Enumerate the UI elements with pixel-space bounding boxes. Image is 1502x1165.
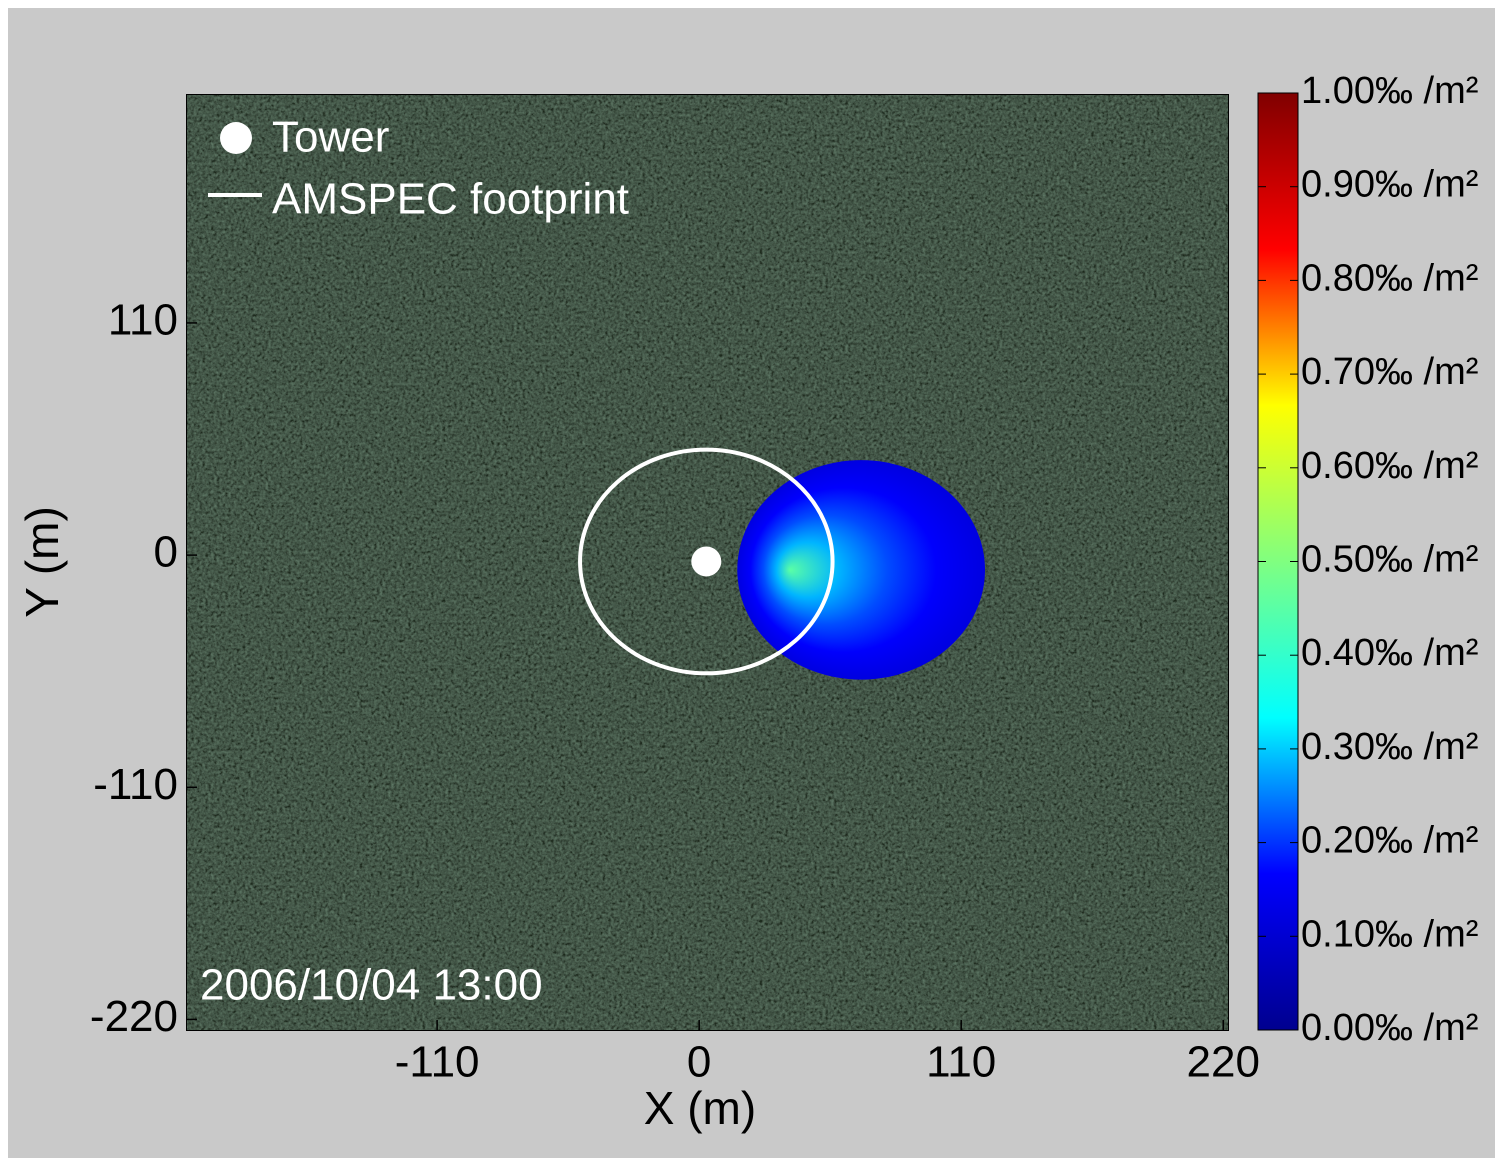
legend-label: AMSPEC footprint bbox=[272, 175, 629, 224]
tower-point bbox=[691, 546, 721, 576]
x-tick-label: -110 bbox=[395, 1038, 480, 1087]
legend-label: Tower bbox=[272, 113, 389, 162]
colorbar-label: 0.10‰ /m² bbox=[1301, 913, 1478, 955]
x-tick-label: 110 bbox=[926, 1038, 996, 1087]
y-tick-label: 110 bbox=[108, 296, 178, 345]
colorbar-label: 0.30‰ /m² bbox=[1301, 726, 1478, 768]
flux-field bbox=[737, 460, 985, 680]
colorbar-label: 0.40‰ /m² bbox=[1301, 632, 1478, 674]
y-tick-label: -220 bbox=[90, 992, 178, 1041]
legend-marker bbox=[220, 122, 252, 154]
x-tick-label: 220 bbox=[1187, 1038, 1260, 1087]
timestamp: 2006/10/04 13:00 bbox=[200, 961, 543, 1010]
y-tick-label: 0 bbox=[154, 528, 178, 577]
y-tick-label: -110 bbox=[93, 760, 178, 809]
x-tick-label: 0 bbox=[687, 1038, 711, 1087]
colorbar-label: 0.20‰ /m² bbox=[1301, 820, 1478, 862]
colorbar-label: 0.80‰ /m² bbox=[1301, 257, 1478, 299]
colorbar-label: 0.90‰ /m² bbox=[1301, 164, 1478, 206]
colorbar-label: 0.60‰ /m² bbox=[1301, 445, 1478, 487]
x-axis-label: X (m) bbox=[644, 1082, 756, 1134]
colorbar-label: 0.00‰ /m² bbox=[1301, 1007, 1478, 1049]
colorbar-label: 1.00‰ /m² bbox=[1301, 70, 1478, 112]
colorbar-label: 0.70‰ /m² bbox=[1301, 351, 1478, 393]
y-axis-label: Y (m) bbox=[16, 506, 68, 618]
chart: X (m) Y (m) 2006/10/04 13:00 Tower AMSPE… bbox=[0, 0, 1502, 1165]
colorbar-label: 0.50‰ /m² bbox=[1301, 539, 1478, 581]
